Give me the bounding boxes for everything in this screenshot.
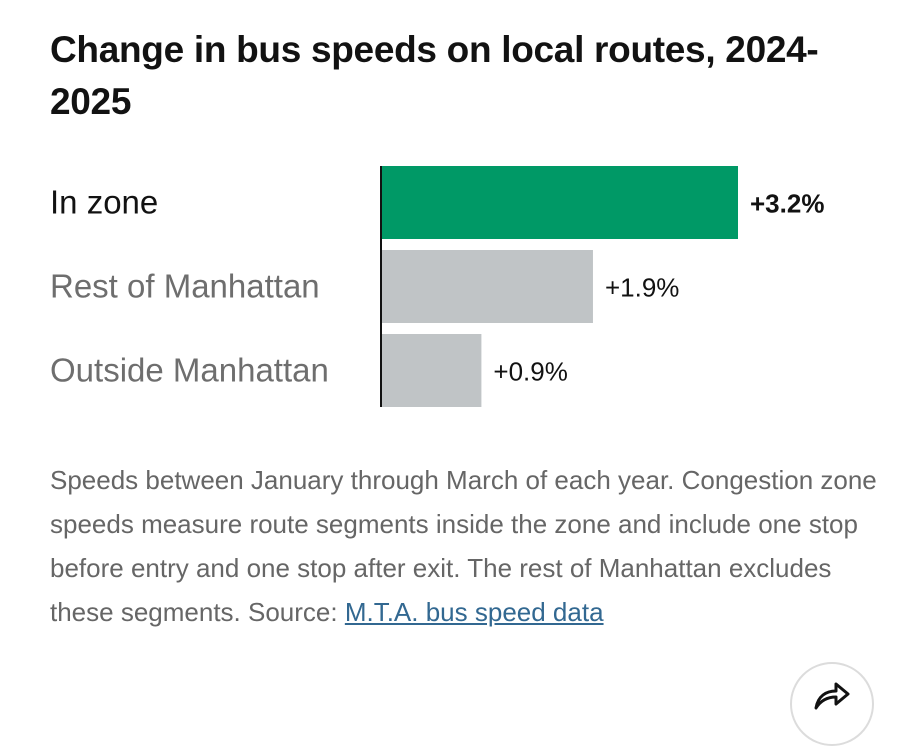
bar bbox=[381, 250, 593, 323]
category-label: Outside Manhattan bbox=[50, 352, 329, 389]
bar-chart: In zone +3.2% Rest of Manhattan +1.9% Outsid… bbox=[50, 166, 824, 407]
share-arrow-icon bbox=[814, 682, 850, 710]
chart-note: Speeds between January through March of … bbox=[50, 458, 890, 634]
bar bbox=[381, 166, 738, 239]
chart-title: Change in bus speeds on local routes, 20… bbox=[50, 29, 819, 122]
note-text: Speeds between January through March of … bbox=[50, 465, 877, 627]
value-label: +1.9% bbox=[605, 273, 679, 303]
bar bbox=[381, 334, 482, 407]
value-label: +0.9% bbox=[493, 357, 567, 387]
value-label: +3.2% bbox=[750, 189, 824, 219]
share-button[interactable] bbox=[790, 662, 874, 746]
source-link[interactable]: M.T.A. bus speed data bbox=[344, 597, 604, 627]
category-label: In zone bbox=[50, 184, 158, 221]
category-label: Rest of Manhattan bbox=[50, 268, 320, 305]
